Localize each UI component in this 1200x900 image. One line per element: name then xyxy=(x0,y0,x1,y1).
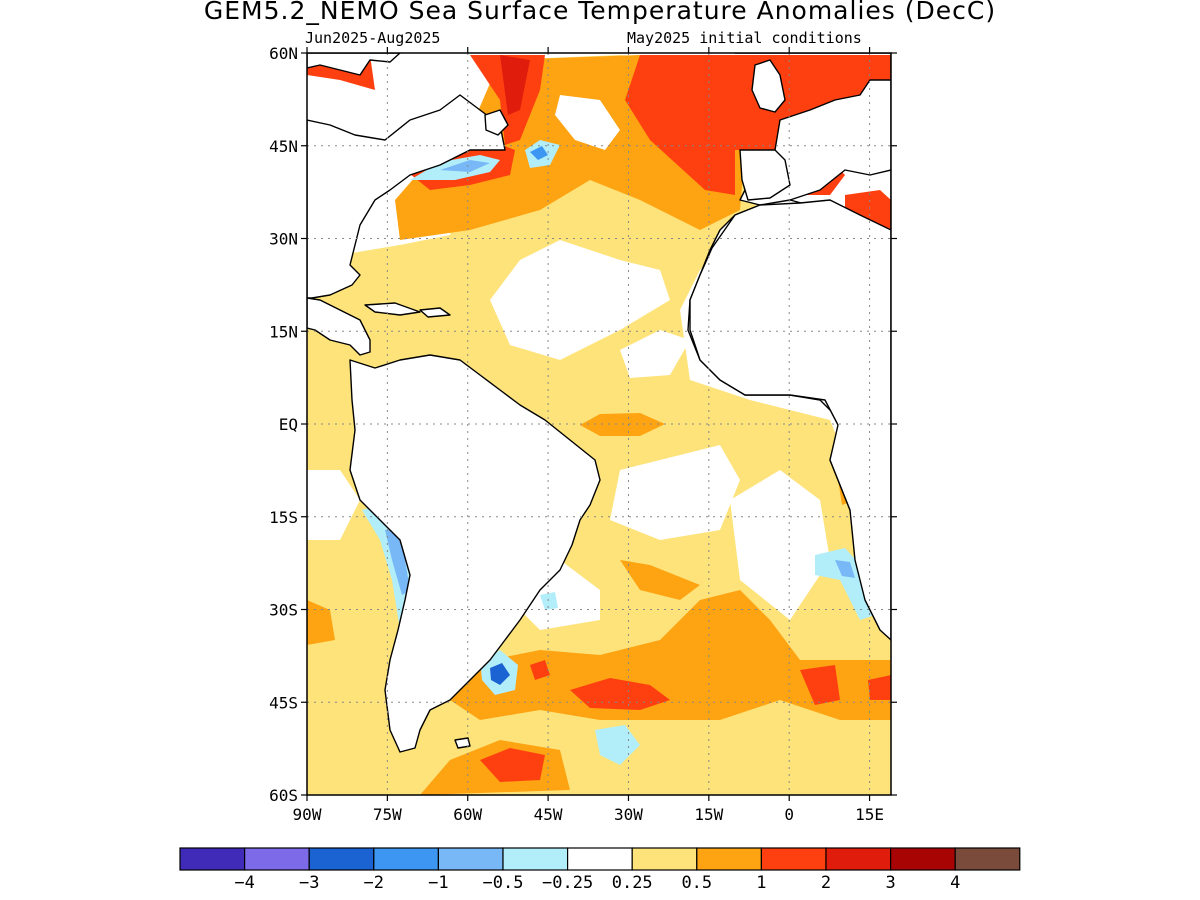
iberia-land xyxy=(739,149,791,201)
lon-tick-label: 45W xyxy=(534,805,563,824)
hispaniola-land xyxy=(419,307,451,318)
longitude-axis: 90W 75W 60W 45W 30W 15W 0 15E xyxy=(293,47,884,824)
anomaly-region-1-2 xyxy=(868,675,891,700)
anomaly-region-0.5-1 xyxy=(450,590,891,720)
initial-conditions-label: May2025 initial conditions xyxy=(627,29,862,47)
forecast-period: Jun2025-Aug2025 xyxy=(305,29,441,47)
falkland-land xyxy=(454,737,471,749)
anomaly-region-neg1-neg0.5 xyxy=(530,146,548,160)
anomaly-region-0.5-1 xyxy=(620,560,700,600)
map-title: GEM5.2_NEMO Sea Surface Temperature Anom… xyxy=(203,0,997,25)
colorbar-label: −4 xyxy=(234,873,254,893)
anomaly-region-neg0.5-neg0.25 xyxy=(540,592,558,610)
latitude-axis: 60N 45N 30N 15N EQ 15S 30S 45S 60S xyxy=(269,44,897,805)
colorbar-swatch xyxy=(437,847,504,871)
anomaly-region-2-3 xyxy=(500,55,530,115)
colorbar-label: −1 xyxy=(428,873,448,893)
lat-tick-label: 60S xyxy=(269,786,298,805)
colorbar-swatch xyxy=(889,847,956,871)
lon-tick-label: 15E xyxy=(855,805,884,824)
colorbar-swatch xyxy=(696,847,762,871)
anomaly-region-0.5-1 xyxy=(307,600,335,645)
anomaly-region-1-2 xyxy=(800,665,840,705)
cuba-land xyxy=(364,302,421,316)
lon-tick-label: 0 xyxy=(784,805,794,824)
colorbar-label: 1 xyxy=(756,873,766,893)
lon-tick-label: 90W xyxy=(293,805,322,824)
anomaly-region-neutral xyxy=(490,240,670,360)
lat-tick-label: 45N xyxy=(269,137,298,156)
colorbar-label: −0.5 xyxy=(483,873,524,893)
africa-land xyxy=(689,199,891,641)
lat-tick-label: EQ xyxy=(279,415,298,434)
greenland-land xyxy=(307,53,401,76)
lon-tick-label: 30W xyxy=(614,805,643,824)
anomaly-region-neg1-neg0.5 xyxy=(440,160,490,172)
lat-tick-label: 15N xyxy=(269,322,298,341)
lat-tick-label: 15S xyxy=(269,508,298,527)
south-america-land xyxy=(349,354,601,753)
colorbar-swatch xyxy=(373,847,439,871)
colorbar-swatch xyxy=(179,847,246,871)
anomaly-region-neg2-neg1 xyxy=(490,663,510,685)
anomaly-region-1-2 xyxy=(625,55,891,195)
colorbar-label: −2 xyxy=(364,873,384,893)
lon-tick-label: 75W xyxy=(373,805,402,824)
lon-tick-label: 60W xyxy=(453,805,482,824)
map-area xyxy=(307,53,891,795)
colorbar-label: 0.25 xyxy=(612,873,653,893)
colorbar: −4 −3 −2 −1 −0.5 −0.25 0.25 0.5 1 2 3 4 xyxy=(179,847,1021,893)
colorbar-swatch xyxy=(760,847,827,871)
colorbar-label: 3 xyxy=(885,873,895,893)
colorbar-swatch xyxy=(502,847,569,871)
central-america-land xyxy=(307,297,371,356)
lat-tick-label: 45S xyxy=(269,693,298,712)
colorbar-label: 2 xyxy=(821,873,831,893)
colorbar-swatch xyxy=(954,847,1021,871)
colorbar-label: 0.5 xyxy=(681,873,712,893)
colorbar-swatch xyxy=(631,847,698,871)
anomaly-region-neutral xyxy=(620,330,690,378)
lat-tick-label: 30S xyxy=(269,601,298,620)
colorbar-swatch xyxy=(825,847,892,871)
colorbar-label: −0.25 xyxy=(542,873,593,893)
anomaly-region-neutral xyxy=(555,95,620,150)
anomaly-region-neutral xyxy=(307,470,360,540)
lon-tick-label: 15W xyxy=(694,805,723,824)
anomaly-region-1-2 xyxy=(530,660,550,680)
graticule xyxy=(307,53,891,795)
anomaly-region-neg1-neg0.5 xyxy=(385,530,410,595)
colorbar-swatch xyxy=(244,847,310,871)
colorbar-swatch xyxy=(566,847,633,871)
colorbar-swatch xyxy=(308,847,375,871)
lat-tick-label: 30N xyxy=(269,230,298,249)
anomaly-region-1-2 xyxy=(480,748,545,782)
newfoundland-land xyxy=(484,109,509,136)
british-isles-land xyxy=(751,59,786,113)
anomaly-region-neutral xyxy=(730,470,830,620)
anomaly-region-neg1-neg0.5 xyxy=(835,560,855,578)
colorbar-label: −3 xyxy=(299,873,319,893)
lat-tick-label: 60N xyxy=(269,44,298,63)
colorbar-label: 4 xyxy=(950,873,960,893)
